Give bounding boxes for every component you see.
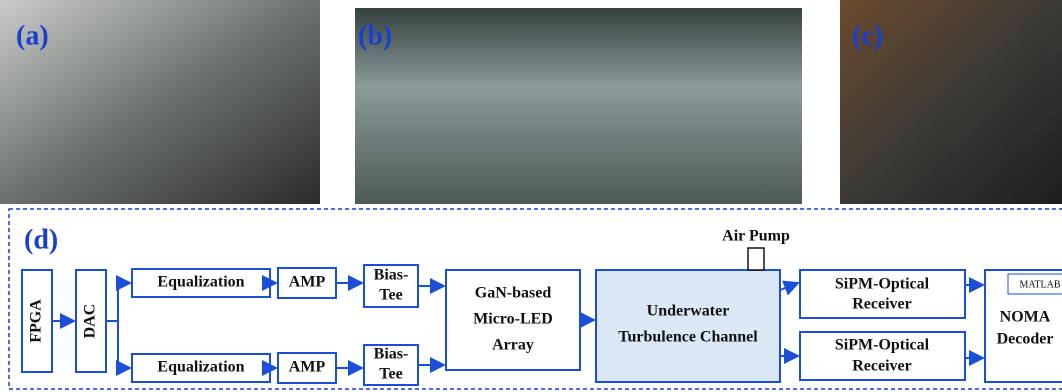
node-label: Bias-	[374, 346, 409, 363]
node-label: Equalization	[157, 274, 244, 291]
photo-row: (a) (b) (c)	[0, 0, 1062, 204]
node-label: Micro-LED	[473, 311, 553, 328]
node-label: Receiver	[852, 296, 912, 313]
arrow	[780, 283, 798, 290]
node-label: Tee	[379, 287, 402, 304]
node-label: DAC	[82, 304, 99, 339]
connector	[106, 283, 118, 368]
node-label: Air Pump	[722, 228, 790, 245]
box	[596, 270, 780, 382]
panel-label: (b)	[358, 20, 392, 51]
panel-label: (c)	[852, 20, 883, 51]
pump-pipe	[748, 248, 764, 270]
node-label: SiPM-Optical	[835, 337, 930, 354]
panel-label: (d)	[24, 224, 58, 255]
node-label: Array	[492, 337, 534, 354]
node-label: FPGA	[28, 299, 45, 343]
photo-b	[355, 8, 802, 204]
node-label: Equalization	[157, 359, 244, 376]
node-label: AMP	[289, 274, 326, 291]
figure: (a) (b) (c) (d) FPGA DAC Equalization Eq…	[0, 0, 1062, 392]
node-label: SiPM-Optical	[835, 276, 930, 293]
node-label: Decoder	[997, 331, 1054, 348]
diagram: FPGA DAC Equalization Equalization AMP A…	[22, 228, 1062, 385]
panel-label: (a)	[16, 20, 49, 51]
node-label: NOMA	[1000, 309, 1051, 326]
node-label: Bias-	[374, 267, 409, 284]
node-label: AMP	[289, 359, 326, 376]
node-label: Tee	[379, 366, 402, 383]
node-label: GaN-based	[475, 285, 552, 302]
node-label: MATLAB	[1019, 279, 1060, 290]
node-label: Receiver	[852, 358, 912, 375]
node-label: Turbulence Channel	[618, 329, 758, 346]
node-label: Underwater	[647, 303, 730, 320]
